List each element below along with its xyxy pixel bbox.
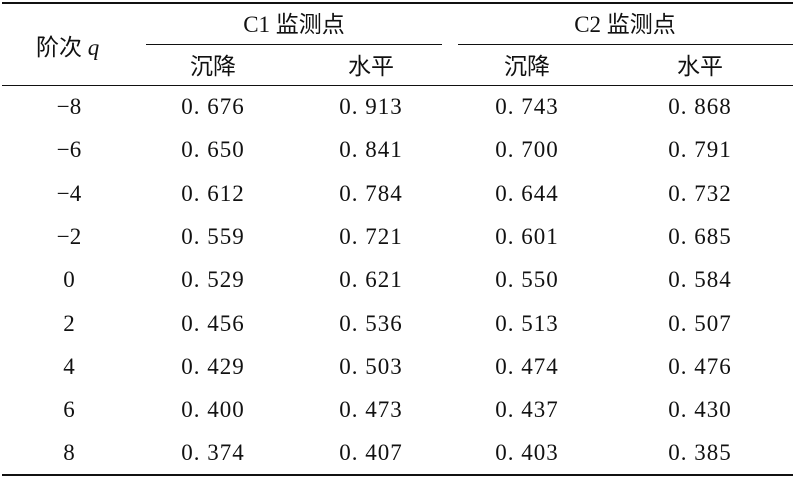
c2-horizontal-cell: 0. 732 (668, 180, 732, 206)
order-cell: 2 (63, 310, 75, 336)
c1-settlement-cell: 0. 529 (181, 267, 245, 293)
c2-settlement-cell: 0. 513 (495, 310, 559, 336)
order-cell: −6 (56, 137, 82, 163)
bottom-rule (2, 474, 793, 476)
c1-horizontal-cell: 0. 621 (339, 267, 403, 293)
c1-settlement-cell: 0. 429 (181, 353, 245, 379)
c2-horizontal-cell: 0. 430 (668, 397, 732, 423)
subheader-c2-horizontal: 水平 (677, 54, 723, 79)
c1-horizontal-cell: 0. 473 (339, 397, 403, 423)
c1-settlement-cell: 0. 650 (181, 137, 245, 163)
c1-settlement-cell: 0. 612 (181, 180, 245, 206)
c1-horizontal-cell: 0. 913 (339, 94, 403, 119)
subheader-c2-settlement: 沉降 (504, 54, 550, 79)
c2-settlement-cell: 0. 644 (495, 180, 559, 206)
order-cell: −8 (56, 94, 82, 119)
c2-settlement-cell: 0. 437 (495, 397, 559, 423)
c2-horizontal-cell: 0. 476 (668, 353, 732, 379)
c2-settlement-cell: 0. 403 (495, 440, 559, 466)
order-cell: −2 (56, 223, 82, 249)
c2-settlement-cell: 0. 601 (495, 223, 559, 249)
c2-settlement-cell: 0. 700 (495, 137, 559, 163)
order-header: 阶次 q (36, 36, 99, 59)
order-cell: 6 (63, 397, 75, 423)
c1-horizontal-cell: 0. 536 (339, 310, 403, 336)
c1-horizontal-cell: 0. 407 (339, 440, 403, 466)
header-rule (2, 85, 793, 86)
c1-horizontal-cell: 0. 784 (339, 180, 403, 206)
c2-horizontal-cell: 0. 584 (668, 267, 732, 293)
order-label: 阶次 (36, 35, 82, 60)
c2-horizontal-cell: 0. 385 (668, 440, 732, 466)
c2-horizontal-cell: 0. 868 (668, 94, 732, 119)
order-symbol: q (87, 35, 100, 60)
c1-horizontal-cell: 0. 841 (339, 137, 403, 163)
subheader-c1-horizontal: 水平 (348, 54, 394, 79)
c2-horizontal-cell: 0. 685 (668, 223, 732, 249)
c2-settlement-cell: 0. 474 (495, 353, 559, 379)
c1-settlement-cell: 0. 676 (181, 94, 245, 119)
group-rule-c1 (146, 44, 442, 45)
c1-horizontal-cell: 0. 503 (339, 353, 403, 379)
c1-settlement-cell: 0. 374 (181, 440, 245, 466)
group-header-c2: C2 监测点 (574, 12, 676, 37)
order-cell: −4 (56, 180, 82, 206)
order-cell: 8 (63, 440, 75, 466)
subheader-c1-settlement: 沉降 (190, 54, 236, 79)
c2-settlement-cell: 0. 743 (495, 94, 559, 119)
c2-settlement-cell: 0. 550 (495, 267, 559, 293)
group-header-c1: C1 监测点 (243, 12, 345, 37)
c1-horizontal-cell: 0. 721 (339, 223, 403, 249)
c1-settlement-cell: 0. 400 (181, 397, 245, 423)
group-rule-c2 (458, 44, 793, 45)
c1-settlement-cell: 0. 559 (181, 223, 245, 249)
c2-horizontal-cell: 0. 507 (668, 310, 732, 336)
order-cell: 4 (63, 353, 75, 379)
c1-settlement-cell: 0. 456 (181, 310, 245, 336)
top-rule (2, 2, 793, 4)
c2-horizontal-cell: 0. 791 (668, 137, 732, 163)
order-cell: 0 (63, 267, 75, 293)
